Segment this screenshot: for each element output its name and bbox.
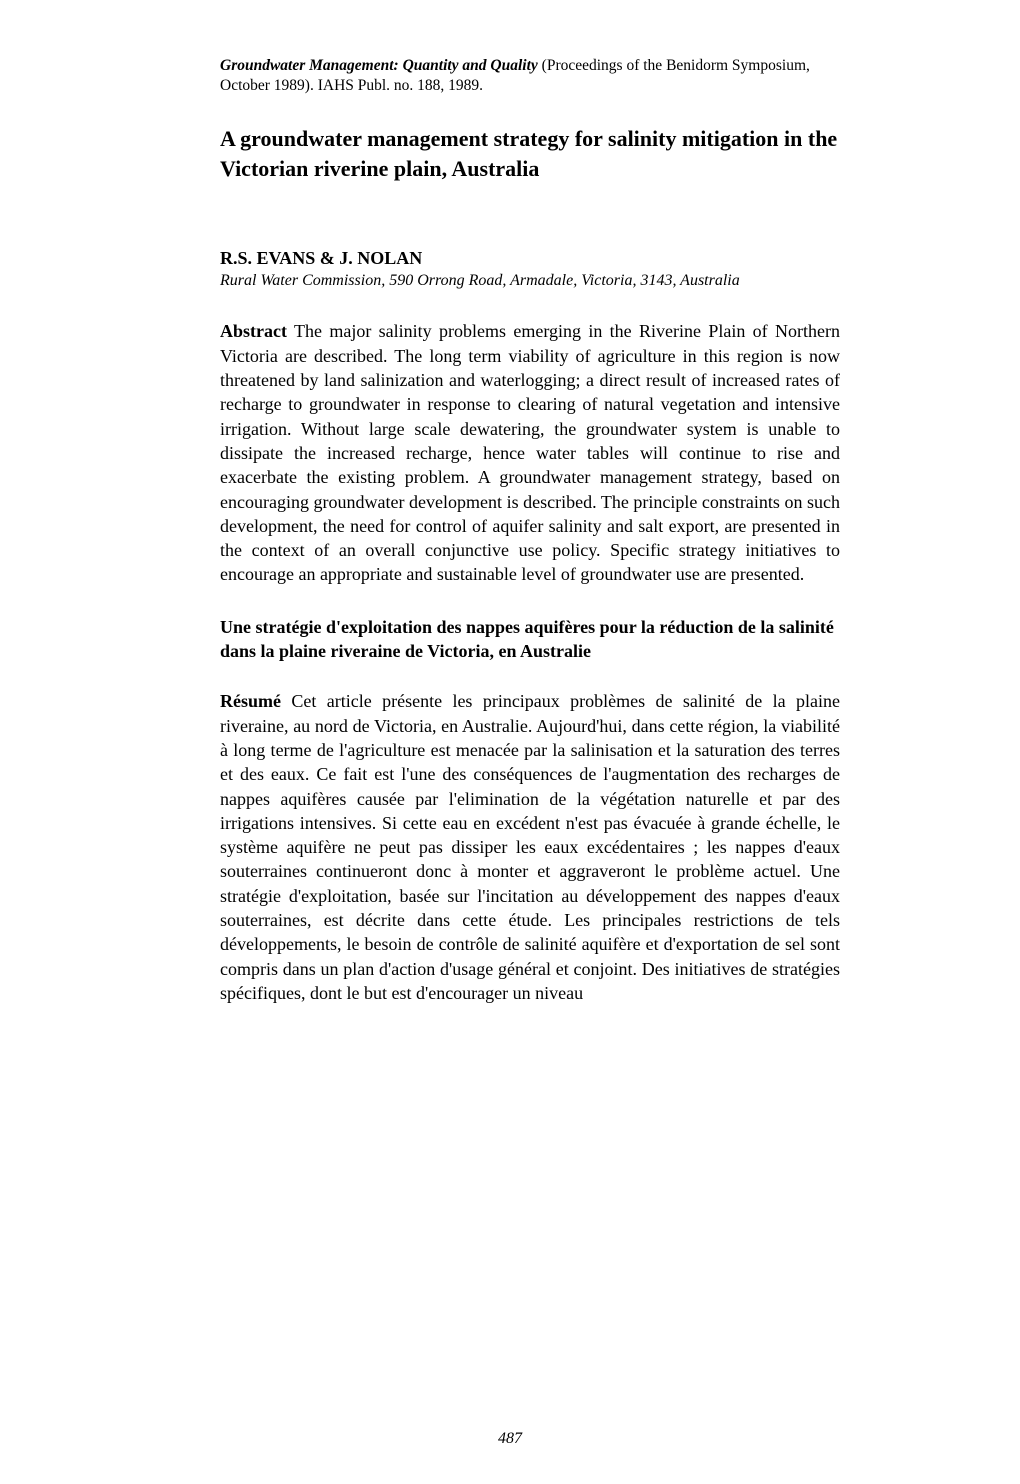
french-title: Une stratégie d'exploitation des nappes …: [220, 615, 840, 664]
resume-label: Résumé: [220, 691, 281, 711]
authors: R.S. EVANS & J. NOLAN: [220, 248, 840, 269]
abstract-text: The major salinity problems emerging in …: [220, 321, 840, 584]
article-title: A groundwater management strategy for sa…: [220, 124, 840, 183]
affiliation: Rural Water Commission, 590 Orrong Road,…: [220, 271, 840, 292]
resume-section: Résumé Cet article présente les principa…: [220, 689, 840, 1005]
abstract-section: Abstract The major salinity problems eme…: [220, 319, 840, 586]
journal-title: Groundwater Management: Quantity and Qua…: [220, 57, 538, 74]
resume-text: Cet article présente les principaux prob…: [220, 691, 840, 1003]
page-number: 487: [0, 1430, 1020, 1448]
page-content: Groundwater Management: Quantity and Qua…: [0, 0, 1020, 1045]
publication-header: Groundwater Management: Quantity and Qua…: [220, 56, 840, 96]
abstract-label: Abstract: [220, 321, 287, 341]
